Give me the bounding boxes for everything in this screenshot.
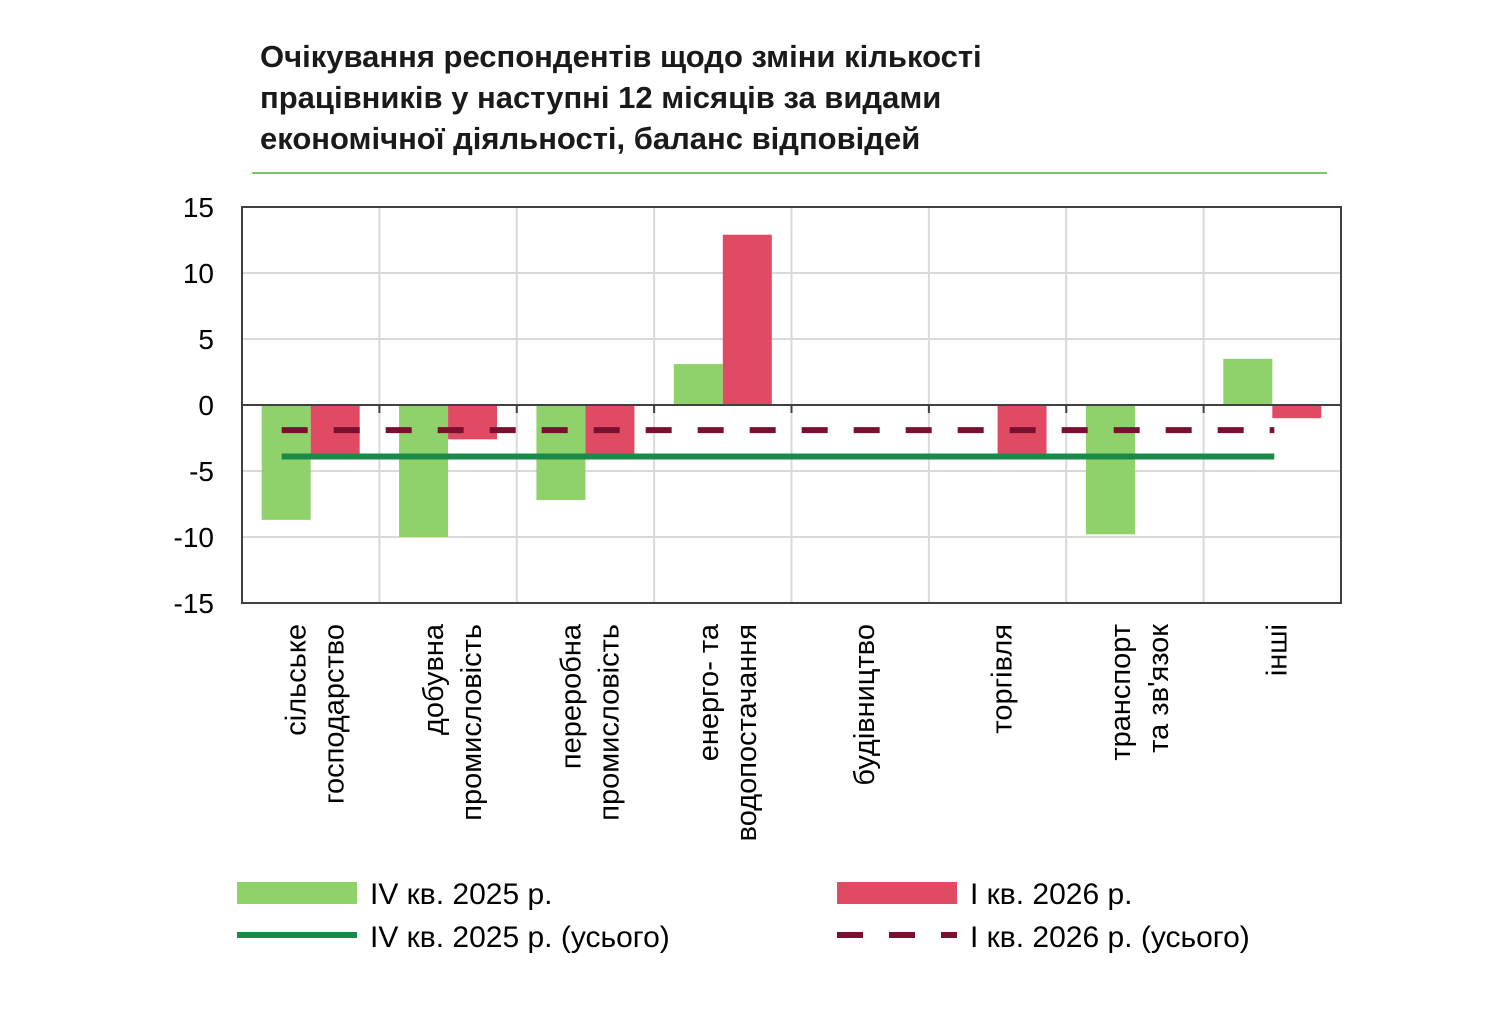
bar-series2: [448, 405, 498, 440]
bar-series2: [722, 234, 772, 405]
legend-swatch-series2: [837, 882, 957, 904]
y-tick-label: 10: [183, 258, 214, 289]
category-label-line: добувна: [418, 623, 450, 735]
x-category-label: добувна промисловість: [418, 623, 488, 821]
y-tick-label: 0: [198, 390, 214, 421]
y-tick-label: -15: [174, 588, 214, 619]
bar-series1: [399, 405, 449, 537]
category-label-line: торгівля: [987, 624, 1019, 734]
chart-title-line-2: працівників у наступні 12 місяців за вид…: [260, 80, 942, 115]
y-tick-label: -5: [189, 456, 214, 487]
title-divider: [252, 172, 1327, 174]
category-label-line: господарство: [319, 624, 351, 804]
chart-title-line-1: Очікування респондентів щодо зміни кільк…: [260, 39, 982, 74]
bar-series1: [536, 405, 586, 501]
bar-series1: [673, 364, 723, 405]
bar-series1: [1085, 405, 1135, 535]
y-tick-label: -10: [174, 522, 214, 553]
y-tick-label: 5: [198, 324, 214, 355]
x-category-label: енерго- та водопостачання: [693, 623, 763, 841]
category-label-line: будівництво: [849, 624, 881, 786]
x-category-label: торгівля: [987, 624, 1019, 734]
legend-label-total1: IV кв. 2025 р. (усього): [370, 921, 670, 954]
legend-label-series1: IV кв. 2025 р.: [370, 878, 553, 911]
category-label-line: та зв'язок: [1143, 624, 1175, 753]
chart-title: Очікування респондентів щодо зміни кільк…: [260, 36, 1260, 159]
legend-swatch-series1: [237, 882, 357, 904]
category-label-line: енерго- та: [693, 623, 725, 761]
plot-frame: [241, 206, 1342, 604]
category-label-line: промисловість: [593, 624, 625, 821]
bar-series2: [1272, 405, 1322, 419]
category-label-line: транспорт: [1105, 624, 1137, 761]
category-label-line: переробна: [555, 623, 587, 769]
x-category-label: транспорт та зв'язок: [1105, 624, 1175, 761]
x-category-label: інші: [1261, 624, 1293, 676]
bar-series1: [1223, 358, 1273, 405]
chart-title-line-3: економічної діяльності, баланс відповіде…: [260, 121, 921, 156]
category-label-line: промисловість: [456, 624, 488, 821]
x-category-label: переробна промисловість: [555, 623, 625, 821]
x-category-label: будівництво: [849, 624, 881, 786]
legend-label-series2: I кв. 2026 р.: [970, 878, 1133, 911]
category-label-line: сільське: [281, 624, 313, 736]
y-tick-label: 15: [183, 192, 214, 223]
legend-label-total2: I кв. 2026 р. (усього): [970, 921, 1250, 954]
x-category-label: сільське господарство: [281, 624, 351, 804]
bar-series1: [261, 405, 311, 520]
category-label-line: водопостачання: [731, 624, 763, 841]
category-label-line: інші: [1261, 624, 1293, 676]
